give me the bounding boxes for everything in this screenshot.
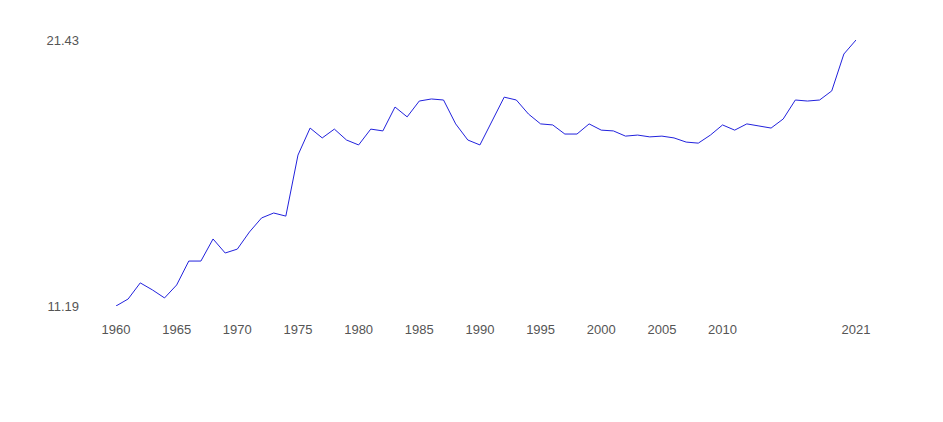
svg-text:2000: 2000 xyxy=(587,322,616,337)
svg-text:1975: 1975 xyxy=(284,322,313,337)
svg-text:21.43: 21.43 xyxy=(46,33,79,48)
svg-text:1985: 1985 xyxy=(405,322,434,337)
svg-text:1990: 1990 xyxy=(465,322,494,337)
svg-text:2005: 2005 xyxy=(647,322,676,337)
svg-text:1970: 1970 xyxy=(223,322,252,337)
svg-text:1980: 1980 xyxy=(344,322,373,337)
svg-text:1960: 1960 xyxy=(102,322,131,337)
svg-text:11.19: 11.19 xyxy=(47,299,79,314)
svg-text:1995: 1995 xyxy=(526,322,555,337)
svg-text:1965: 1965 xyxy=(162,322,191,337)
svg-text:2021: 2021 xyxy=(842,322,871,337)
svg-text:2010: 2010 xyxy=(708,322,737,337)
